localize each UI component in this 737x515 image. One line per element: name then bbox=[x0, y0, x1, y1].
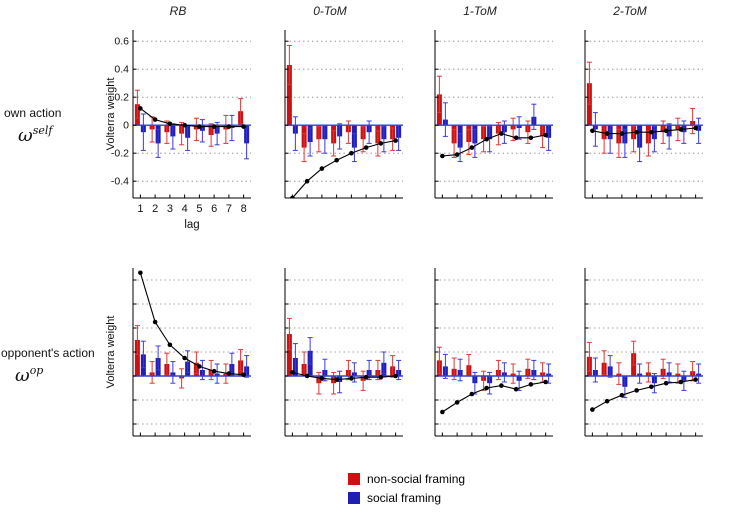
panel-own-2tom bbox=[555, 24, 705, 234]
svg-text:lag: lag bbox=[184, 219, 199, 231]
panel-own-1tom bbox=[405, 24, 555, 234]
legend-item-nonsocial: non-social framing bbox=[348, 472, 465, 486]
column-title-0tom: 0-ToM bbox=[313, 4, 347, 18]
column-title-rb: RB bbox=[169, 4, 187, 18]
column-title-2tom: 2-ToM bbox=[613, 4, 647, 18]
legend-swatch-nonsocial-icon bbox=[348, 473, 360, 485]
panel-own-rb: -0.4 -0.2 0 0.2 0.4 0.6 1 2 3 4 5 6 7 8 lag bbox=[103, 24, 253, 234]
panel-opponent-0tom bbox=[255, 262, 405, 472]
svg-text:0.2: 0.2 bbox=[114, 92, 129, 104]
legend-swatch-social-icon bbox=[348, 492, 360, 504]
panel-opponent-2tom bbox=[555, 262, 705, 472]
svg-text:1: 1 bbox=[137, 203, 143, 215]
panel-opponent-rb bbox=[103, 262, 253, 472]
legend-item-social: social framing bbox=[348, 491, 465, 505]
svg-text:8: 8 bbox=[241, 203, 247, 215]
svg-text:-0.4: -0.4 bbox=[111, 176, 129, 188]
svg-text:6: 6 bbox=[211, 203, 217, 215]
row-label-opponent-action: opponent's action ωop bbox=[1, 346, 106, 386]
legend-label-social: social framing bbox=[367, 491, 442, 505]
legend: non-social framing social framing bbox=[348, 472, 465, 510]
row-label-opponent-action-text: opponent's action bbox=[1, 346, 95, 360]
column-title-1tom: 1-ToM bbox=[463, 4, 497, 18]
row-symbol-omega-op: ωop bbox=[15, 364, 44, 386]
svg-text:3: 3 bbox=[167, 203, 173, 215]
svg-text:4: 4 bbox=[182, 203, 188, 215]
row-symbol-omega-self: ωself bbox=[18, 124, 53, 146]
svg-text:7: 7 bbox=[226, 203, 232, 215]
svg-text:0: 0 bbox=[123, 120, 129, 132]
row-label-own-action-text: own action bbox=[4, 106, 62, 120]
svg-text:0.4: 0.4 bbox=[114, 64, 129, 76]
legend-label-nonsocial: non-social framing bbox=[367, 472, 466, 486]
svg-text:5: 5 bbox=[196, 203, 202, 215]
row-label-own-action: own action ωself bbox=[4, 106, 109, 146]
panel-own-0tom bbox=[255, 24, 405, 234]
panel-opponent-1tom bbox=[405, 262, 555, 472]
svg-text:2: 2 bbox=[152, 203, 158, 215]
svg-text:0.6: 0.6 bbox=[114, 36, 129, 48]
svg-text:-0.2: -0.2 bbox=[111, 148, 129, 160]
